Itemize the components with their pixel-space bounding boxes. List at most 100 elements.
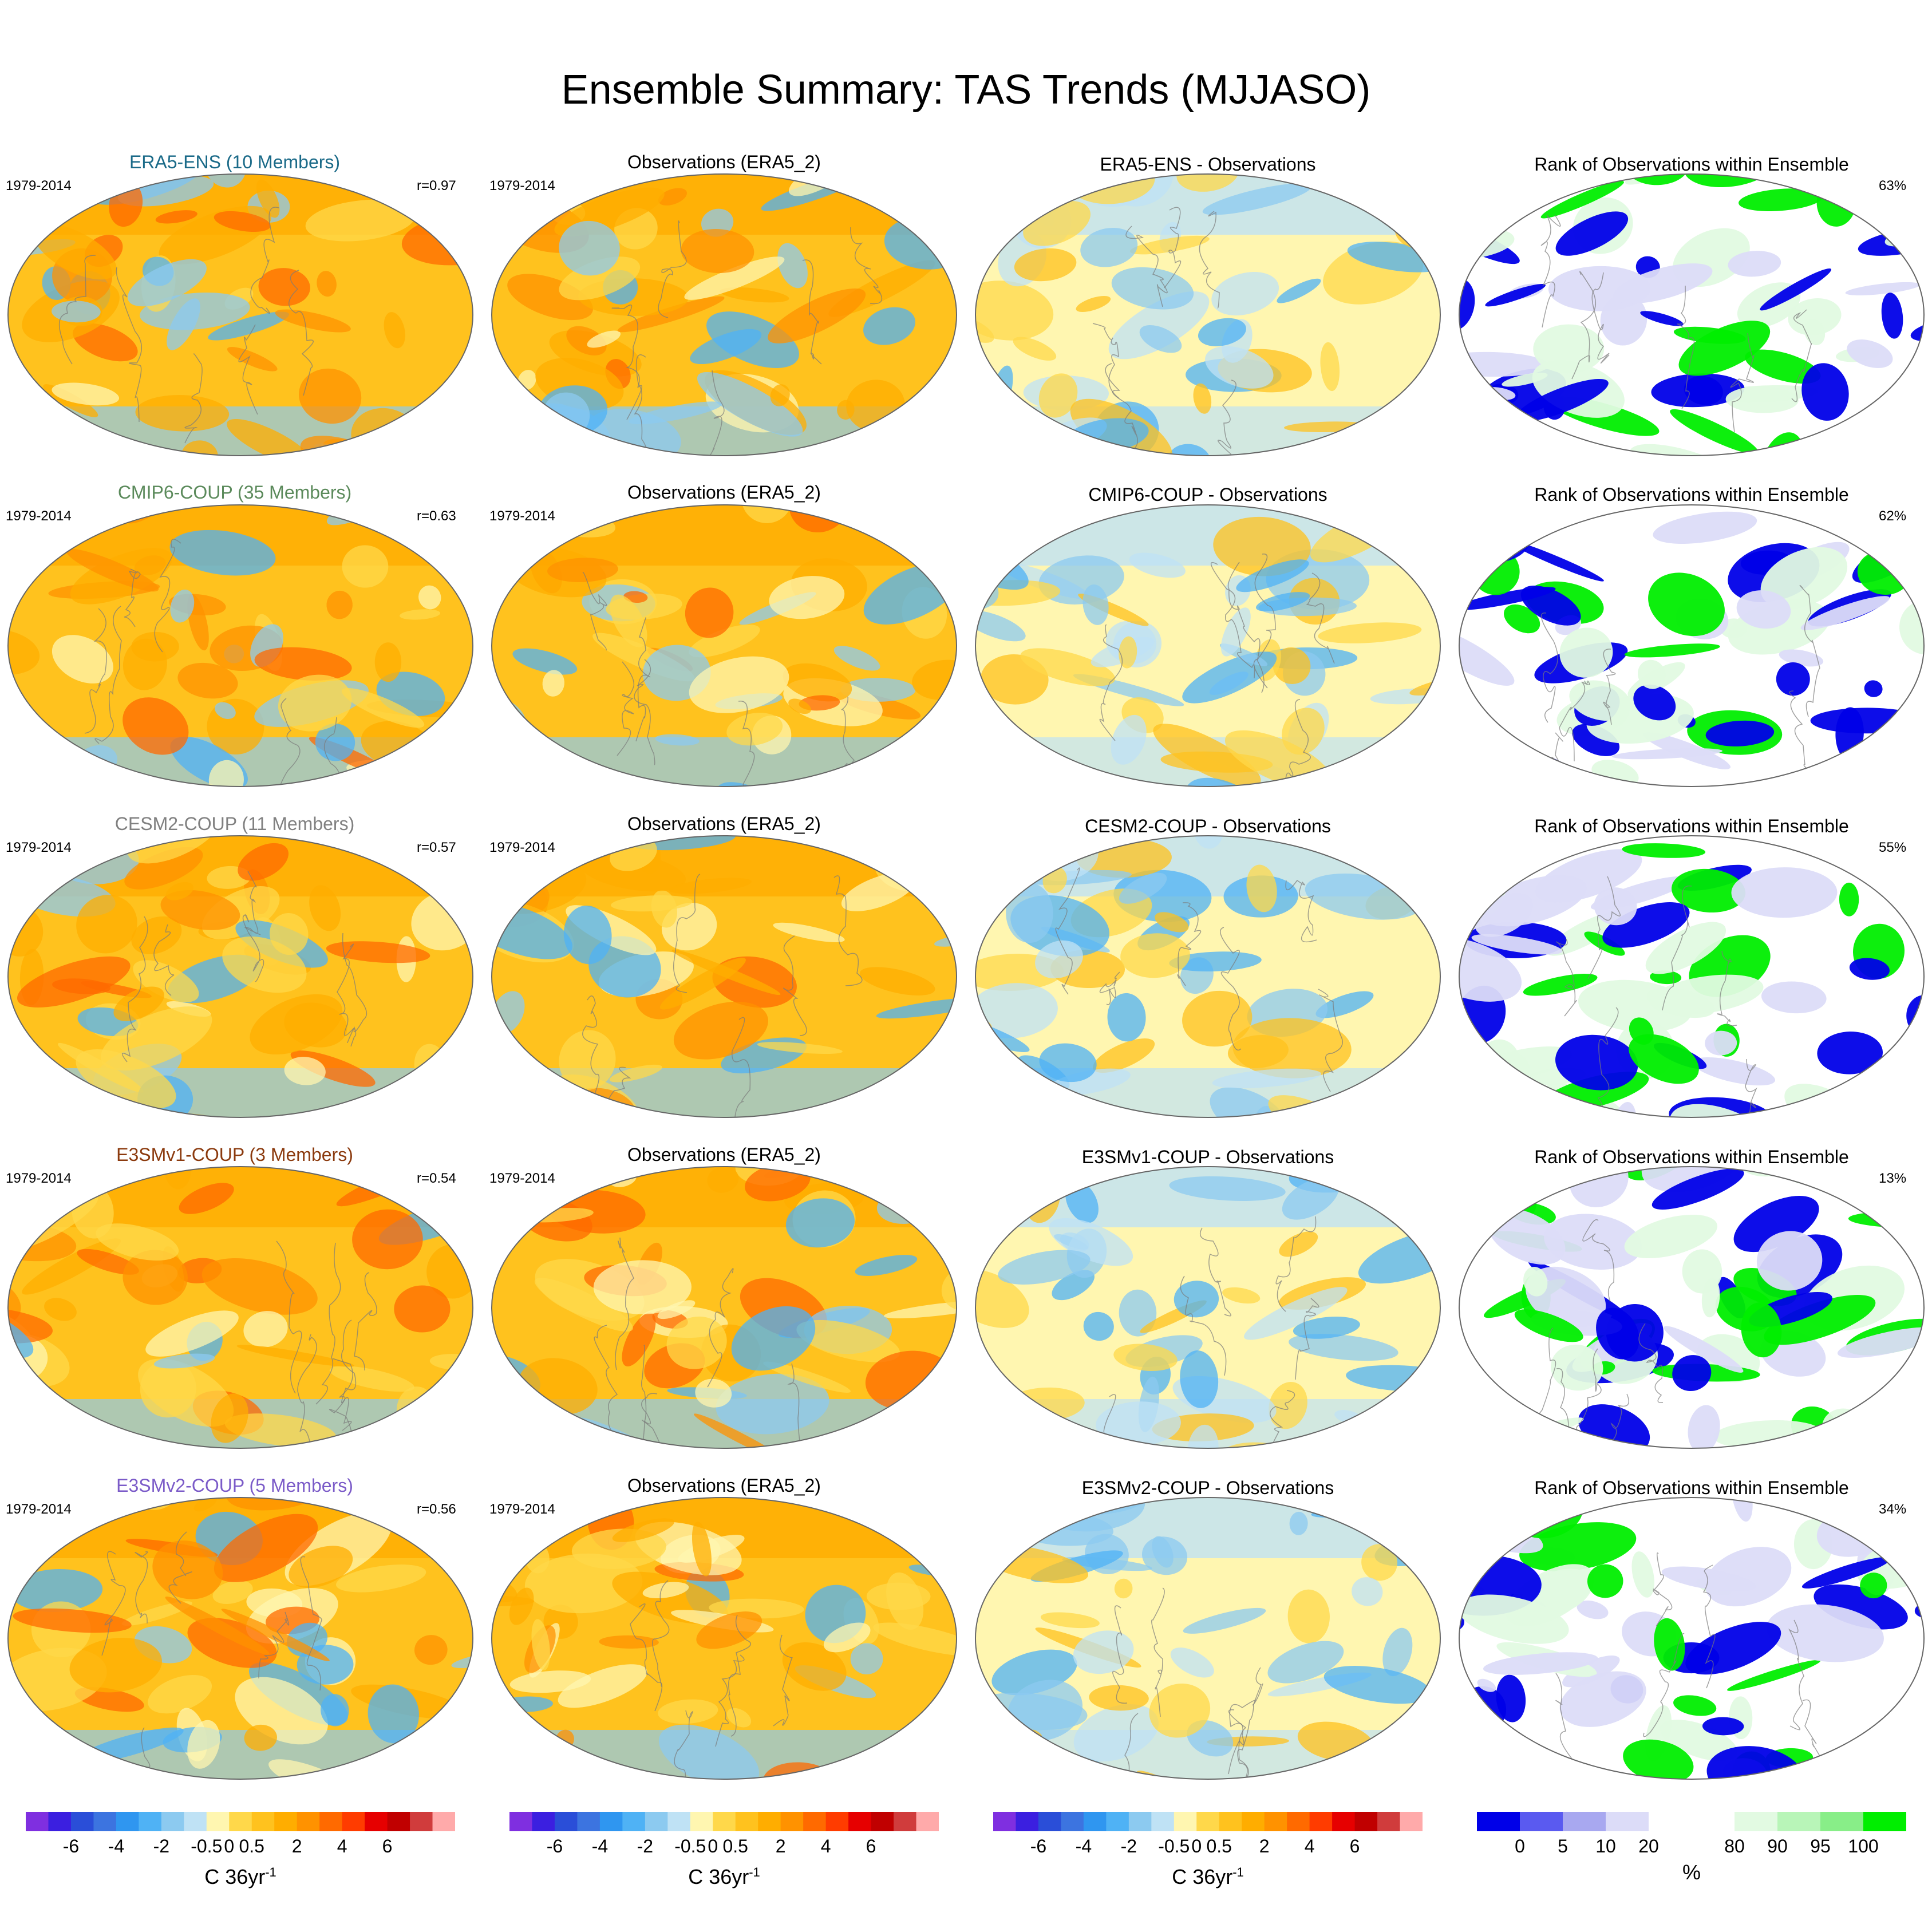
colorbar-tick-label: 4	[337, 1836, 347, 1856]
trend-map-4-obs	[491, 1497, 957, 1780]
colorbar-swatch	[735, 1812, 758, 1831]
correlation-label: r=0.57	[417, 840, 456, 855]
model-panel-title: CMIP6-COUP (35 Members)	[117, 482, 352, 503]
trend-map-2-model	[7, 835, 473, 1118]
colorbar-swatch	[1400, 1812, 1423, 1831]
rank-map-4	[1459, 1497, 1925, 1780]
colorbar-swatch	[1196, 1812, 1220, 1831]
colorbar-swatch	[1563, 1812, 1606, 1831]
period-label: 1979-2014	[489, 1502, 555, 1517]
colorbar-swatch	[554, 1812, 578, 1831]
colorbar-tick-label: 2	[1259, 1836, 1270, 1856]
colorbar-swatch	[1083, 1812, 1107, 1831]
obs-panel-title: Observations (ERA5_2)	[627, 813, 821, 834]
rank-percent-label: 13%	[1879, 1171, 1907, 1186]
colorbar-tick-label: 4	[1304, 1836, 1315, 1856]
rank-panel-title: Rank of Observations within Ensemble	[1534, 154, 1849, 175]
colorbar-tick-label: 4	[820, 1836, 831, 1856]
period-label: 1979-2014	[6, 1171, 72, 1186]
trend-map-2-obs	[491, 835, 957, 1118]
colorbar-swatch	[1735, 1812, 1778, 1831]
colorbar-swatch	[780, 1812, 804, 1831]
colorbar-swatch	[894, 1812, 917, 1831]
colorbar-swatch	[667, 1812, 691, 1831]
diff-panel-title: E3SMv1-COUP - Observations	[1081, 1147, 1334, 1167]
colorbar-tick-label: 0	[708, 1836, 718, 1856]
colorbar-swatch	[251, 1812, 275, 1831]
colorbar-tick-label: 80	[1724, 1836, 1745, 1856]
obs-panel-title: Observations (ERA5_2)	[627, 1475, 821, 1496]
period-label: 1979-2014	[6, 840, 72, 855]
colorbar-units: C 36yr-1	[155, 1860, 326, 1890]
page-title: Ensemble Summary: TAS Trends (MJJASO)	[561, 67, 1371, 113]
units-main: C 36yr	[688, 1865, 749, 1888]
colorbar-tick-label: -0.5	[191, 1836, 223, 1856]
colorbar-swatch	[274, 1812, 298, 1831]
colorbar-swatch	[1692, 1812, 1735, 1831]
colorbar-swatch	[1606, 1812, 1649, 1831]
colorbar-swatch	[1777, 1812, 1821, 1831]
colorbar-swatch	[690, 1812, 713, 1831]
rank-percent-label: 34%	[1879, 1502, 1907, 1517]
diff-panel-title: ERA5-ENS - Observations	[1100, 154, 1316, 175]
rank-panel-title: Rank of Observations within Ensemble	[1534, 1477, 1849, 1498]
diff-map-2	[975, 835, 1441, 1118]
colorbar-tick-label: -2	[153, 1836, 170, 1856]
rank-map-3	[1459, 1166, 1925, 1449]
colorbar-tick-label: -6	[546, 1836, 563, 1856]
colorbar-tick-label: -6	[1030, 1836, 1047, 1856]
colorbar-swatch	[1309, 1812, 1333, 1831]
colorbar-swatch	[206, 1812, 230, 1831]
trend-map-0-obs	[491, 173, 957, 456]
trend-map-0-model	[7, 173, 473, 456]
trend-colorbar-2	[993, 1812, 1423, 1831]
colorbar-swatch	[387, 1812, 410, 1831]
colorbar-tick-label: -0.5	[674, 1836, 706, 1856]
colorbar-swatch	[48, 1812, 72, 1831]
period-label: 1979-2014	[6, 178, 72, 193]
diff-map-4	[975, 1497, 1441, 1780]
colorbar-swatch	[1061, 1812, 1084, 1831]
colorbar-swatch	[1016, 1812, 1039, 1831]
colorbar-tick-label: 5	[1558, 1836, 1568, 1856]
model-panel-title: E3SMv1-COUP (3 Members)	[116, 1144, 353, 1165]
colorbar-swatch	[622, 1812, 646, 1831]
correlation-label: r=0.54	[417, 1171, 456, 1186]
colorbar-swatch	[1151, 1812, 1175, 1831]
rank-panel-title: Rank of Observations within Ensemble	[1534, 484, 1849, 505]
colorbar-swatch	[1354, 1812, 1378, 1831]
colorbar-swatch	[1219, 1812, 1242, 1831]
colorbar-units: C 36yr-1	[638, 1860, 810, 1890]
period-label: 1979-2014	[489, 840, 555, 855]
colorbar-swatch	[161, 1812, 184, 1831]
units-main: C 36yr	[1172, 1865, 1233, 1888]
trend-map-3-obs	[491, 1166, 957, 1449]
rank-percent-label: 63%	[1879, 178, 1907, 193]
period-label: 1979-2014	[489, 1171, 555, 1186]
colorbar-tick-label: 95	[1810, 1836, 1831, 1856]
colorbar-tick-label: 2	[291, 1836, 302, 1856]
rank-percent-label: 55%	[1879, 840, 1907, 855]
obs-panel-title: Observations (ERA5_2)	[627, 152, 821, 172]
period-label: 1979-2014	[489, 508, 555, 524]
colorbar-tick-label: 20	[1638, 1836, 1659, 1856]
colorbar-swatch	[342, 1812, 365, 1831]
colorbar-swatch	[1038, 1812, 1061, 1831]
colorbar-swatch	[871, 1812, 894, 1831]
units-exponent: -1	[1232, 1865, 1244, 1879]
colorbar-swatch	[758, 1812, 781, 1831]
colorbar-swatch	[509, 1812, 532, 1831]
model-panel-title: CESM2-COUP (11 Members)	[114, 813, 355, 834]
diff-panel-title: E3SMv2-COUP - Observations	[1081, 1477, 1334, 1498]
diff-panel-title: CMIP6-COUP - Observations	[1088, 484, 1327, 505]
colorbar-swatch	[184, 1812, 207, 1831]
colorbar-swatch	[1128, 1812, 1152, 1831]
colorbar-swatch	[916, 1812, 939, 1831]
colorbar-swatch	[1106, 1812, 1129, 1831]
colorbar-tick-label: 10	[1595, 1836, 1616, 1856]
rank-map-0	[1459, 173, 1925, 456]
colorbar-tick-label: 6	[1349, 1836, 1360, 1856]
colorbar-swatch	[1264, 1812, 1287, 1831]
colorbar-tick-label: 6	[866, 1836, 876, 1856]
colorbar-swatch	[70, 1812, 94, 1831]
